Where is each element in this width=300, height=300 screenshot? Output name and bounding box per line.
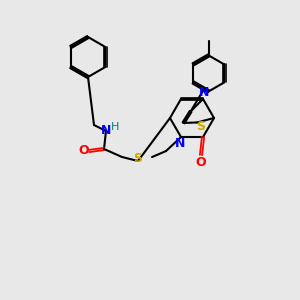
Text: N: N — [101, 124, 111, 137]
Text: N: N — [199, 86, 209, 99]
Text: N: N — [175, 136, 185, 150]
Text: S: S — [134, 152, 142, 164]
Text: O: O — [196, 156, 206, 169]
Text: H: H — [111, 122, 119, 132]
Text: O: O — [79, 145, 89, 158]
Text: S: S — [196, 120, 206, 133]
